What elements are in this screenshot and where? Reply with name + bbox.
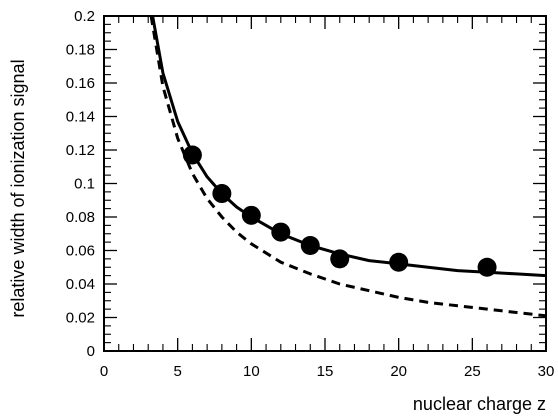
y-tick-label: 0.2 — [74, 8, 95, 25]
x-tick-label: 10 — [243, 363, 260, 380]
y-tick-label: 0.06 — [66, 243, 95, 260]
y-tick-label: 0.04 — [66, 276, 95, 293]
x-tick-label: 15 — [317, 363, 334, 380]
y-tick-label: 0.02 — [66, 310, 95, 327]
x-tick-label: 5 — [173, 363, 181, 380]
data-point — [182, 145, 202, 165]
y-tick-label: 0.18 — [66, 42, 95, 59]
x-tick-label: 25 — [464, 363, 481, 380]
ticks-layer — [103, 15, 547, 352]
x-tick-label: 30 — [538, 363, 555, 380]
y-tick-label: 0.12 — [66, 142, 95, 159]
y-axis-title: relative width of ionization signal — [8, 59, 28, 317]
x-axis-title: nuclear charge z — [413, 394, 546, 414]
data-point — [300, 235, 320, 255]
y-tick-label: 0.16 — [66, 75, 95, 92]
data-point — [477, 257, 497, 277]
data-point — [241, 205, 261, 225]
labels-layer: 0 5 10 15 20 25 30 0 0.02 0.04 0.06 0.08 0.1 0.12 0.14… — [66, 8, 555, 380]
data-point — [330, 249, 350, 269]
y-tick-label: 0 — [87, 343, 95, 360]
y-tick-label: 0.14 — [66, 109, 95, 126]
y-tick-label: 0.1 — [74, 176, 95, 193]
data-point — [389, 252, 409, 272]
data-point — [212, 184, 232, 204]
solid-curve — [151, 15, 547, 278]
y-tick-label: 0.08 — [66, 209, 95, 226]
data-point — [271, 222, 291, 242]
plot-frame — [103, 15, 547, 352]
x-tick-label: 20 — [390, 363, 407, 380]
x-tick-label: 0 — [100, 363, 108, 380]
dashed-curve — [149, 15, 547, 318]
points-layer — [182, 145, 497, 277]
